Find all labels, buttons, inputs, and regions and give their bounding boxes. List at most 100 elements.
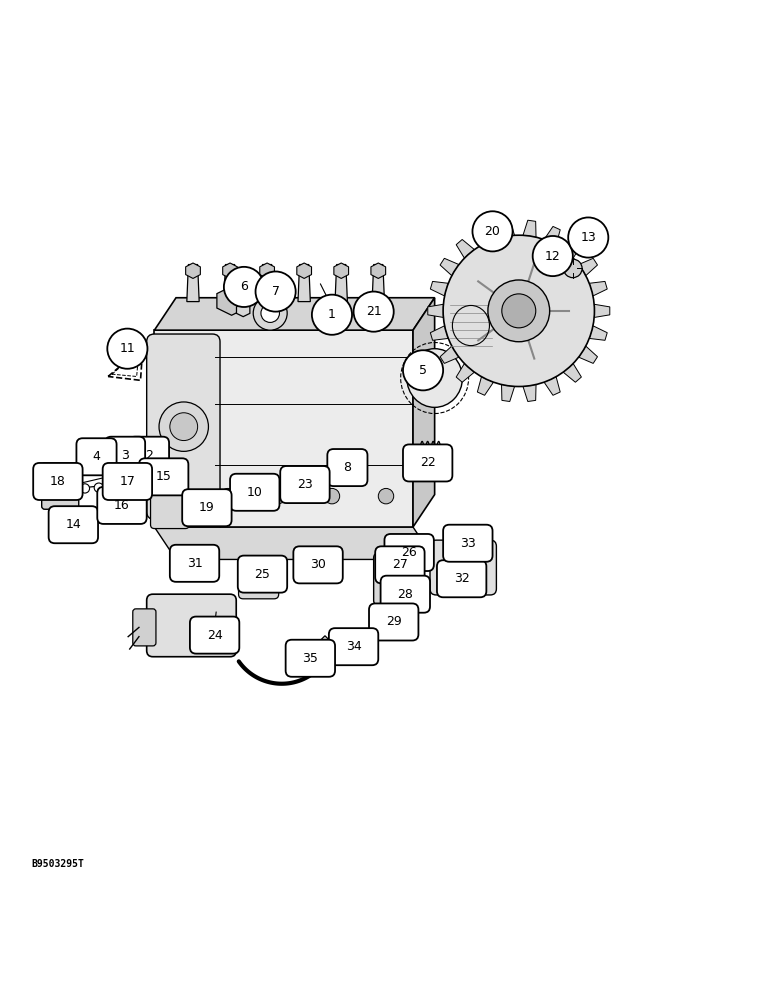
Text: 33: 33	[460, 537, 476, 550]
Text: 23: 23	[297, 478, 313, 491]
FancyBboxPatch shape	[147, 594, 236, 657]
Polygon shape	[372, 265, 384, 302]
FancyBboxPatch shape	[384, 534, 434, 571]
Circle shape	[230, 494, 245, 509]
Circle shape	[224, 267, 264, 307]
Polygon shape	[428, 304, 443, 317]
Circle shape	[80, 484, 90, 493]
Circle shape	[256, 271, 296, 312]
Polygon shape	[523, 385, 536, 402]
Text: 13: 13	[581, 231, 596, 244]
Circle shape	[324, 488, 340, 504]
Text: B9503295T: B9503295T	[31, 859, 83, 869]
Text: 18: 18	[50, 475, 66, 488]
Circle shape	[472, 211, 513, 251]
Polygon shape	[563, 239, 581, 258]
Circle shape	[57, 493, 63, 499]
Polygon shape	[320, 636, 341, 658]
FancyBboxPatch shape	[190, 617, 239, 654]
Circle shape	[443, 235, 594, 387]
Circle shape	[354, 292, 394, 332]
Text: 17: 17	[120, 475, 135, 488]
FancyBboxPatch shape	[42, 463, 79, 509]
FancyBboxPatch shape	[437, 560, 486, 597]
FancyBboxPatch shape	[139, 458, 188, 495]
Circle shape	[488, 280, 550, 342]
FancyBboxPatch shape	[49, 506, 98, 543]
Polygon shape	[259, 263, 275, 278]
Polygon shape	[154, 330, 413, 527]
Circle shape	[378, 488, 394, 504]
FancyBboxPatch shape	[182, 489, 232, 526]
Polygon shape	[502, 385, 515, 402]
Text: 25: 25	[255, 568, 270, 581]
Polygon shape	[217, 286, 246, 315]
FancyBboxPatch shape	[386, 548, 413, 567]
Text: 24: 24	[207, 629, 222, 642]
Polygon shape	[296, 263, 312, 278]
Polygon shape	[383, 588, 405, 605]
FancyBboxPatch shape	[329, 628, 378, 665]
FancyBboxPatch shape	[97, 487, 147, 524]
Text: 2: 2	[145, 449, 153, 462]
Text: 4: 4	[93, 450, 100, 463]
Text: 31: 31	[187, 557, 202, 570]
Polygon shape	[154, 527, 435, 559]
Text: 29: 29	[386, 615, 401, 628]
FancyBboxPatch shape	[381, 576, 430, 613]
Text: 32: 32	[454, 572, 469, 585]
Polygon shape	[544, 377, 560, 395]
Polygon shape	[298, 265, 310, 302]
FancyBboxPatch shape	[151, 490, 189, 529]
FancyBboxPatch shape	[293, 546, 343, 583]
Polygon shape	[594, 304, 610, 317]
FancyBboxPatch shape	[147, 334, 220, 519]
Polygon shape	[122, 446, 148, 474]
Circle shape	[57, 481, 63, 488]
Polygon shape	[106, 449, 123, 467]
Polygon shape	[154, 298, 435, 330]
FancyBboxPatch shape	[286, 640, 335, 677]
Text: 20: 20	[485, 225, 500, 238]
Circle shape	[234, 498, 242, 505]
Circle shape	[94, 483, 103, 492]
Polygon shape	[287, 651, 312, 666]
Polygon shape	[430, 281, 449, 296]
Circle shape	[283, 485, 296, 499]
Polygon shape	[187, 265, 199, 302]
Polygon shape	[222, 263, 238, 278]
Polygon shape	[563, 364, 581, 382]
Ellipse shape	[407, 349, 462, 407]
Text: 1: 1	[328, 308, 336, 321]
FancyBboxPatch shape	[33, 463, 83, 500]
Text: 26: 26	[401, 546, 417, 559]
Polygon shape	[335, 265, 347, 302]
Circle shape	[568, 217, 608, 258]
Circle shape	[261, 304, 279, 322]
Circle shape	[110, 481, 119, 491]
Text: 30: 30	[310, 558, 326, 571]
Polygon shape	[329, 460, 350, 481]
Text: 3: 3	[121, 449, 129, 462]
FancyBboxPatch shape	[455, 532, 470, 553]
FancyBboxPatch shape	[375, 546, 425, 583]
Circle shape	[170, 413, 198, 441]
Polygon shape	[523, 220, 536, 237]
Circle shape	[312, 295, 352, 335]
FancyBboxPatch shape	[280, 466, 330, 503]
Circle shape	[159, 402, 208, 451]
Text: 27: 27	[392, 558, 408, 571]
FancyBboxPatch shape	[239, 574, 279, 599]
FancyBboxPatch shape	[430, 540, 496, 595]
FancyBboxPatch shape	[238, 556, 287, 593]
Circle shape	[253, 296, 287, 330]
FancyBboxPatch shape	[105, 437, 145, 474]
Text: 7: 7	[272, 285, 279, 298]
FancyBboxPatch shape	[403, 444, 452, 481]
Polygon shape	[334, 263, 349, 278]
Text: 11: 11	[120, 342, 135, 355]
Circle shape	[459, 554, 468, 563]
FancyBboxPatch shape	[369, 603, 418, 641]
Polygon shape	[261, 265, 273, 302]
Polygon shape	[430, 326, 449, 340]
